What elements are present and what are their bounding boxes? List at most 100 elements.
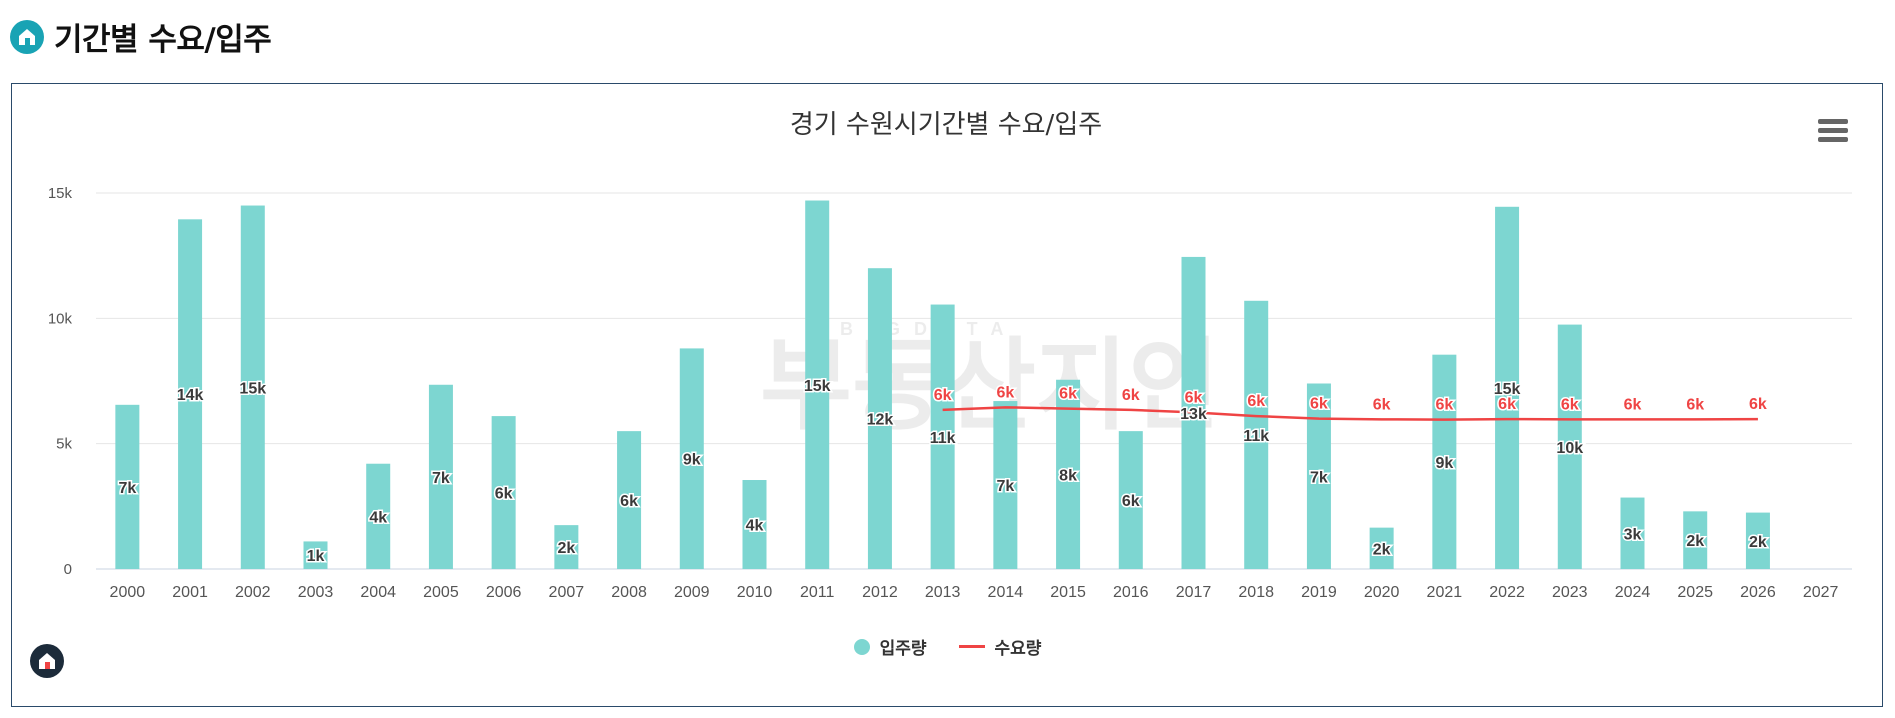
bar-data-label: 1k xyxy=(307,548,325,565)
x-tick-label: 2007 xyxy=(549,584,585,601)
bar-data-label: 4k xyxy=(369,509,387,526)
bar xyxy=(1118,431,1143,569)
bar-data-label: 15k xyxy=(239,380,266,397)
home-icon xyxy=(10,19,44,54)
bar xyxy=(993,401,1018,569)
bar xyxy=(617,431,642,569)
bar-data-label: 11k xyxy=(1243,428,1269,445)
x-tick-label: 2009 xyxy=(674,584,710,601)
legend-item-demand[interactable]: 수요량 xyxy=(958,634,1042,659)
bar-data-label: 7k xyxy=(432,470,450,487)
bar xyxy=(1432,354,1457,569)
line-data-label: 6k xyxy=(1122,387,1140,404)
x-tick-label: 2021 xyxy=(1427,584,1463,601)
x-tick-label: 2024 xyxy=(1615,584,1651,601)
bar-data-label: 13k xyxy=(1180,406,1207,423)
line-data-label: 6k xyxy=(934,387,952,404)
bar xyxy=(1620,497,1645,569)
bar-data-label: 2k xyxy=(1686,533,1704,550)
x-tick-label: 2011 xyxy=(800,584,835,601)
page-header: 기간별 수요/입주 xyxy=(10,14,272,59)
legend-label-demand: 수요량 xyxy=(994,639,1042,659)
x-tick-label: 2023 xyxy=(1552,584,1588,601)
x-tick-label: 2005 xyxy=(423,584,459,601)
bar-data-label: 4k xyxy=(746,518,764,535)
x-tick-label: 2010 xyxy=(737,584,773,601)
bar xyxy=(1557,324,1582,569)
bar xyxy=(1056,379,1081,569)
watermark-text: 부동산지인 xyxy=(760,327,1220,444)
x-tick-label: 2008 xyxy=(611,584,647,601)
bar xyxy=(742,480,767,569)
legend-marker-bar xyxy=(853,638,870,655)
line-data-label: 6k xyxy=(996,384,1014,401)
x-tick-label: 2026 xyxy=(1740,584,1776,601)
bar xyxy=(930,304,955,569)
bar xyxy=(1306,383,1331,569)
bar-data-label: 10k xyxy=(1556,440,1583,457)
x-tick-label: 2015 xyxy=(1050,584,1086,601)
x-tick-label: 2022 xyxy=(1489,584,1525,601)
bar-data-label: 7k xyxy=(996,478,1014,495)
line-data-label: 6k xyxy=(1686,396,1704,413)
x-tick-label: 2013 xyxy=(925,584,961,601)
bar-data-label: 11k xyxy=(930,430,956,447)
bar xyxy=(240,205,265,570)
bar xyxy=(428,384,453,569)
bar-data-label: 12k xyxy=(867,412,894,429)
line-data-label: 6k xyxy=(1059,386,1077,403)
line-data-label: 6k xyxy=(1624,396,1642,413)
x-tick-label: 2002 xyxy=(235,584,271,601)
y-tick-label: 15k xyxy=(48,185,73,202)
x-tick-label: 2000 xyxy=(110,584,146,601)
bar-data-label: 6k xyxy=(495,486,513,503)
bar xyxy=(1495,206,1520,569)
chart-legend: 입주량 수요량 xyxy=(0,634,1895,659)
bar-data-label: 7k xyxy=(118,480,136,497)
bar xyxy=(303,541,328,569)
line-data-label: 6k xyxy=(1435,397,1453,414)
bar xyxy=(867,268,892,569)
bar xyxy=(115,404,140,569)
x-tick-label: 2018 xyxy=(1238,584,1274,601)
hamburger-menu-icon[interactable] xyxy=(1818,119,1848,145)
bar-data-label: 3k xyxy=(1624,526,1642,543)
line-data-label: 6k xyxy=(1373,396,1391,413)
x-tick-label: 2001 xyxy=(172,584,208,601)
line-data-label: 6k xyxy=(1561,396,1579,413)
y-tick-label: 10k xyxy=(48,310,73,327)
line-data-label: 6k xyxy=(1185,389,1203,406)
bar-data-label: 15k xyxy=(804,378,831,395)
x-tick-label: 2014 xyxy=(988,584,1024,601)
y-tick-label: 5k xyxy=(56,436,72,453)
x-tick-label: 2003 xyxy=(298,584,334,601)
bar-data-label: 14k xyxy=(177,387,204,404)
bar xyxy=(178,219,203,569)
x-tick-label: 2016 xyxy=(1113,584,1149,601)
bar xyxy=(679,348,704,569)
bar xyxy=(366,463,391,569)
bar-data-label: 7k xyxy=(1310,469,1328,486)
bar-data-label: 6k xyxy=(1122,493,1140,510)
bar-data-label: 9k xyxy=(1435,455,1453,472)
x-tick-label: 2012 xyxy=(862,584,898,601)
line-data-label: 6k xyxy=(1749,396,1767,413)
bar-data-label: 15k xyxy=(1494,381,1521,398)
bar-data-label: 2k xyxy=(1373,541,1391,558)
x-tick-label: 2006 xyxy=(486,584,522,601)
x-tick-label: 2017 xyxy=(1176,584,1212,601)
bar xyxy=(1244,300,1269,569)
bar xyxy=(554,525,579,569)
line-data-label: 6k xyxy=(1498,396,1516,413)
x-tick-label: 2019 xyxy=(1301,584,1337,601)
bar xyxy=(491,416,516,569)
legend-item-move-in[interactable]: 입주량 xyxy=(853,634,927,659)
bar-data-label: 6k xyxy=(620,493,638,510)
y-tick-label: 0 xyxy=(64,561,72,578)
x-tick-label: 2025 xyxy=(1677,584,1713,601)
bar-data-label: 8k xyxy=(1059,467,1077,484)
legend-label-move-in: 입주량 xyxy=(879,639,927,659)
x-tick-label: 2027 xyxy=(1803,584,1839,601)
bar xyxy=(1745,512,1770,569)
